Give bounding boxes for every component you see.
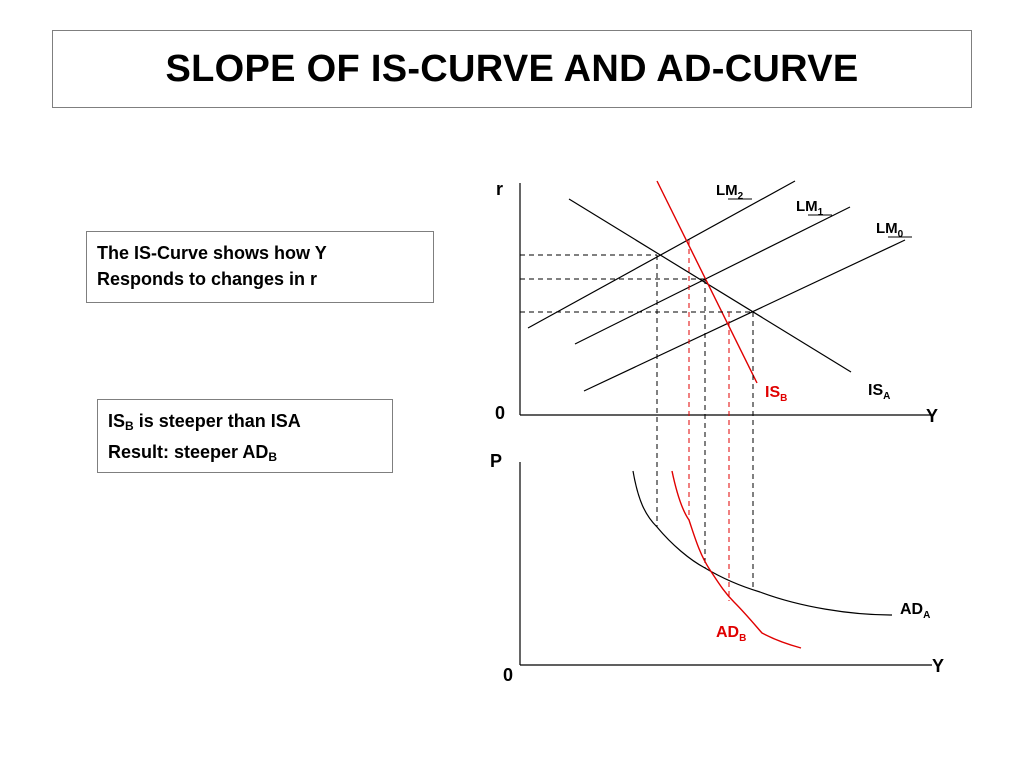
lm0-curve [583,239,906,392]
is-b-curve [656,180,758,384]
top-y-axis-label: r [496,179,503,199]
is-curve-note-line-2: Responds to changes in r [97,269,318,289]
is-a-label: ISA [868,382,890,402]
bottom-graph: P Y 0 ADA ADB [490,451,944,685]
steeper-note-result-text: Result: steeper AD [108,442,269,462]
lm0-label: LM0 [876,220,904,240]
ad-a-curve [632,470,893,616]
top-x-axis-label: Y [926,406,938,426]
ad-a-label: ADA [900,601,930,621]
steeper-note-ad-subscript: B [268,450,278,464]
steeper-note-line-2: Result: steeper ADB [108,439,382,470]
is-b-label: ISB [765,384,787,404]
bottom-y-axis-label: P [490,451,502,471]
title-box: SLOPE OF IS-CURVE AND AD-CURVE [52,30,972,108]
vertical-guides [656,240,754,601]
is-curve-note: The IS-Curve shows how Y Responds to cha… [86,231,434,303]
steeper-note-is-text: IS [108,411,126,431]
page-title: SLOPE OF IS-CURVE AND AD-CURVE [165,47,859,90]
bottom-origin-label: 0 [503,665,513,685]
steeper-note: ISB is steeper than ISA Result: steeper … [97,399,393,473]
top-origin-label: 0 [495,403,505,423]
is-a-curve [568,198,852,373]
steeper-note-is-subscript: B [125,419,134,433]
steeper-note-comparison-text: is steeper than ISA [133,411,301,431]
is-curve-note-line-1: The IS-Curve shows how Y [97,243,327,263]
lm2-label: LM2 [716,182,744,202]
lm1-curve [574,206,851,345]
lm2-curve [527,180,796,329]
bottom-x-axis-label: Y [932,656,944,676]
top-graph: r Y 0 LM2 LM1 LM0 ISA ISB [495,179,938,426]
steeper-note-line-1: ISB is steeper than ISA [108,408,382,439]
ad-b-curve [671,470,802,649]
lm1-label: LM1 [796,198,824,218]
ad-b-label: ADB [716,624,746,644]
